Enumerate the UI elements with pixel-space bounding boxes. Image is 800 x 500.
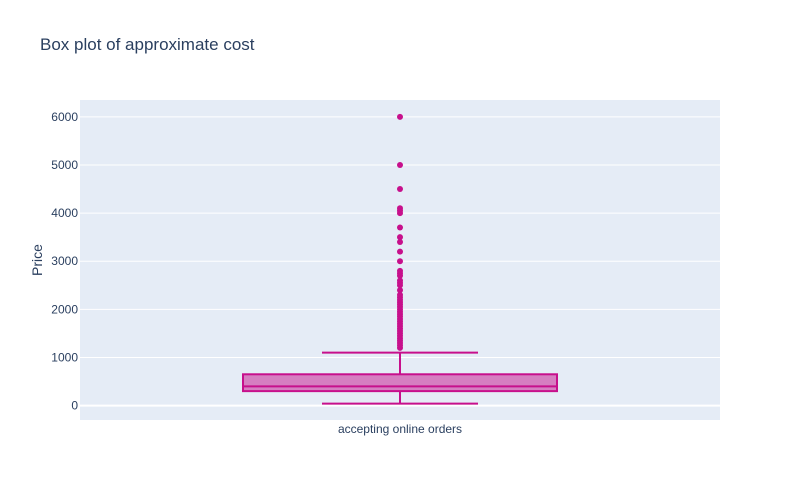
outlier-points [397,113,403,351]
y-tick-labels: 0 1000 2000 3000 4000 5000 6000 [51,110,78,413]
y-tick-label-5000: 5000 [51,158,78,172]
outlier-point-29 [397,267,403,274]
outlier-point-39 [397,161,403,168]
x-tick-label: accepting online orders [338,422,462,436]
outlier-point-37 [397,205,403,212]
outlier-point-23 [397,287,403,294]
y-tick-label-3000: 3000 [51,254,78,268]
y-tick-label-1000: 1000 [51,350,78,364]
outlier-point-40 [397,113,403,120]
outlier-point-31 [397,248,403,255]
outlier-point-30 [397,258,403,265]
y-axis-title: Price [29,244,45,276]
box-trace [242,351,558,405]
chart-title: Box plot of approximate cost [40,35,255,54]
outlier-point-32 [397,238,403,245]
outlier-point-34 [397,224,403,231]
y-tick-label-2000: 2000 [51,302,78,316]
outlier-point-38 [397,186,403,193]
y-tick-label-0: 0 [71,399,78,413]
iqr-box [242,373,558,393]
outlier-point-33 [397,234,403,241]
y-tick-label-4000: 4000 [51,206,78,220]
y-tick-label-6000: 6000 [51,110,78,124]
outlier-point-22 [397,291,403,298]
outlier-point-26 [397,277,403,284]
